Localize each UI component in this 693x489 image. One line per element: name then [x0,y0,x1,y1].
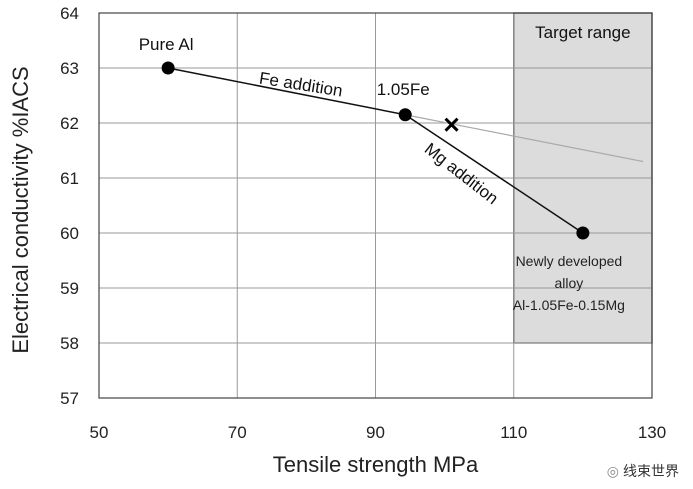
watermark-text: 线束世界 [623,463,679,479]
annotation-mg-addition: Mg addition [421,139,502,208]
y-axis-label: Electrical conductivity %IACS [8,66,33,353]
wechat-icon: ◎ [606,462,619,479]
fe-addition-line [167,67,406,116]
x-tick-label: 50 [90,423,109,442]
cross-marker [444,117,459,132]
annotation-fe-addition: Fe addition [258,69,344,101]
data-point [161,61,175,75]
data-point [576,226,590,240]
y-tick-label: 61 [60,169,79,188]
y-tick-label: 63 [60,59,79,78]
x-tick-label: 70 [228,423,247,442]
x-tick-label: 110 [500,423,527,442]
plot-frame [98,12,653,399]
y-tick-label: 57 [60,389,79,408]
mg-addition-line [404,114,584,234]
point-label-fe: 1.05Fe [377,80,430,99]
y-tick-label: 62 [60,114,79,133]
target-range-label: Target range [535,23,630,42]
x-axis-label: Tensile strength MPa [273,452,479,477]
point-label-new-alloy: alloy [554,275,583,291]
data-point [398,108,412,122]
watermark: ◎ 线束世界 [607,461,679,481]
y-tick-label: 59 [60,279,79,298]
x-tick-label: 90 [366,423,385,442]
x-tick-label: 130 [638,423,666,442]
y-tick-label: 60 [60,224,79,243]
point-label-new-alloy: Newly developed [516,253,623,269]
point-label-pure-al: Pure Al [139,35,194,54]
point-label-new-alloy: Al-1.05Fe-0.15Mg [513,297,625,313]
y-tick-label: 58 [60,334,79,353]
extrapolation-line [405,114,644,163]
y-tick-label: 64 [60,4,79,23]
